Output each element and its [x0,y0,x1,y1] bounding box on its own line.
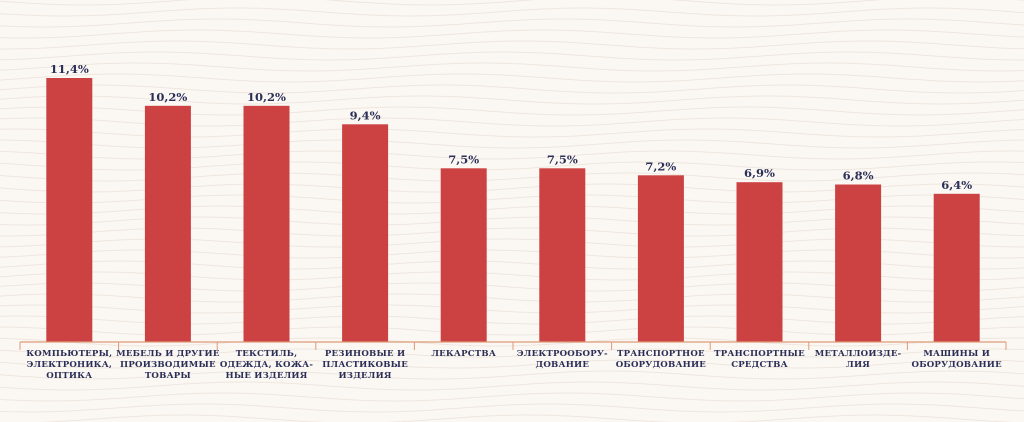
wave-line [0,392,1024,402]
wave-line [0,0,1024,6]
x-axis [19,341,1007,350]
data-label: 7,2% [645,159,676,173]
data-label: 10,2% [148,90,187,104]
category-label: ЛЕКАРСТВА [431,349,496,359]
data-label: 6,9% [744,166,775,180]
bar [144,105,191,342]
wave-line [0,403,1024,413]
wave-line [0,337,1024,347]
bar [835,184,882,342]
wave-line [0,7,1024,17]
data-label: 6,4% [941,178,972,192]
wave-line [0,18,1024,28]
bar [539,168,586,342]
bar [933,193,980,342]
data-label: 7,5% [448,152,479,166]
category-label: ТРАНСПОРТНЫЕ СРЕДСТВА [714,349,805,370]
bar [736,182,783,342]
category-label: ТЕКСТИЛЬ, ОДЕЖДА, КОЖА-НЫЕ ИЗДЕЛИЯ [220,349,314,381]
wave-line [36,414,1018,422]
data-label: 7,5% [547,152,578,166]
data-label: 9,4% [350,108,381,122]
wave-line [0,62,1024,72]
category-label: ЭЛЕКТРООБОРУ-ДОВАНИЕ [517,349,608,370]
bar [46,78,93,342]
wave-line [0,73,1024,83]
category-label: ТРАНСПОРТНОЕ ОБОРУДОВАНИЕ [616,349,707,370]
category-label: МАШИНЫ И ОБОРУДОВАНИЕ [912,349,1003,370]
bar [243,105,290,342]
data-label: 6,8% [843,169,874,183]
wave-line [0,381,1024,391]
category-label: МЕТАЛЛОИЗДЕ-ЛИЯ [815,349,902,370]
category-label: МЕБЕЛЬ И ДРУГИЕ ПРОИЗВОДИМЫЕ ТОВАРЫ [116,349,220,381]
wave-line [0,370,1024,380]
wave-line [0,348,1024,358]
bar [440,168,487,342]
category-label: КОМПЬЮТЕРЫ, ЭЛЕКТРОНИКА, ОПТИКА [26,349,112,381]
wave-line [0,359,1024,369]
bar [637,175,684,342]
wave-line [0,84,1024,94]
bars-group: 11,4% 10,2% 10,2% 9,4% 7,5% 7,5% 7,2% 6,9% 6,8% 6… [46,62,980,342]
data-label: 11,4% [50,62,89,76]
wave-line [0,29,1024,39]
wave-line [0,40,1024,50]
category-label: РЕЗИНОВЫЕ И ПЛАСТИКОВЫЕ ИЗДЕЛИЯ [322,349,408,381]
wave-line [0,51,1024,61]
data-label: 10,2% [247,90,286,104]
bar [342,124,389,342]
wave-line [0,95,1024,105]
